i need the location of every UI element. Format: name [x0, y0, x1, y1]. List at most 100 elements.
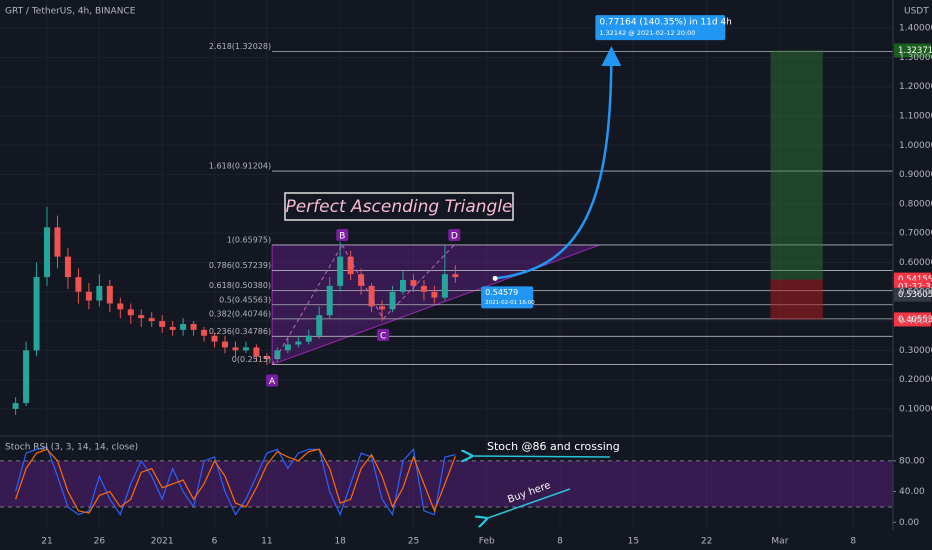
candle-body — [274, 350, 281, 360]
candle-body — [211, 335, 218, 342]
candle-body — [263, 356, 270, 360]
point-label: A — [269, 377, 276, 387]
x-tick-label: 15 — [628, 537, 639, 547]
fib-label: 2.618(1.32028) — [209, 42, 271, 51]
x-tick-label: 25 — [408, 537, 419, 547]
note-arrow — [485, 488, 571, 519]
candle-body — [452, 274, 459, 278]
candle-body — [33, 277, 40, 351]
rsi-line — [15, 448, 456, 514]
candle-body — [117, 303, 124, 310]
price-label: 0.53605 — [898, 290, 932, 300]
callout-value: 0.54579 — [485, 288, 518, 297]
x-tick-label: Mar — [771, 537, 788, 547]
candle-body — [54, 227, 61, 257]
x-tick-label: 6 — [212, 537, 218, 547]
candle-body — [410, 280, 417, 286]
candle-body — [389, 291, 396, 310]
fib-label: 1.618(0.91204) — [209, 162, 271, 171]
y-tick-label: 0.00 — [899, 518, 919, 528]
x-tick-label: 26 — [94, 537, 106, 547]
candle-body — [96, 285, 103, 301]
pattern-box — [284, 192, 514, 221]
price-label-box — [894, 287, 931, 302]
candle-body — [232, 347, 239, 351]
projection-start — [492, 275, 498, 281]
fib-label: 0.382(0.40746) — [209, 309, 271, 318]
fib-label: 0(0.2515) — [232, 355, 271, 364]
x-tick-label: 22 — [701, 537, 712, 547]
price-label: 0.54155 — [898, 275, 932, 285]
point-marker — [448, 228, 461, 241]
y-tick-label: 1.00000 — [899, 141, 932, 151]
currency: USDT — [904, 7, 929, 17]
candle-body — [44, 227, 51, 278]
point-label: D — [451, 231, 458, 241]
candle-body — [127, 309, 134, 316]
point-label: B — [339, 231, 345, 241]
fib-label: 0.618(0.50380) — [209, 281, 271, 290]
candle-body — [316, 315, 323, 336]
indicator-title: Stoch RSI (3, 3, 14, 14, close) — [5, 443, 138, 453]
x-tick-label: 18 — [334, 537, 346, 547]
chart-title: GRT / TetherUS, 4h, BINANCE — [5, 7, 136, 17]
point-label: C — [380, 331, 386, 341]
candle-body — [399, 280, 406, 292]
candle-body — [23, 350, 30, 404]
candle-body — [190, 323, 197, 330]
callout-date: 1.32142 @ 2021-02-12 20:00 — [599, 29, 695, 37]
price-label: 0.40553 — [898, 315, 932, 325]
callout-date: 2021-02-01 16:00 — [485, 300, 535, 306]
x-tick-label: 2021 — [151, 537, 174, 547]
fib-label: 0.236(0.34786) — [209, 327, 271, 336]
candle-body — [85, 291, 92, 301]
candle-body — [75, 277, 82, 292]
callout — [481, 286, 534, 309]
point-marker — [336, 228, 349, 241]
callout-value: 0.77164 (140.35%) in 11d 4h — [599, 18, 732, 28]
candle-body — [242, 347, 249, 351]
candle-body — [326, 285, 333, 316]
candle-body — [148, 318, 155, 322]
price-label: 1.32371 — [898, 46, 932, 56]
y-tick-label: 0.90000 — [899, 170, 932, 180]
y-tick-label: 40.00 — [899, 487, 925, 497]
y-tick-label: 80.00 — [899, 456, 925, 466]
candle-body — [347, 256, 354, 275]
candle-body — [253, 347, 260, 357]
rsi-band — [0, 460, 893, 507]
pattern-leg — [382, 244, 455, 320]
note: Stoch @86 and crossing — [487, 440, 620, 453]
fib-label: 0.786(0.57239) — [209, 261, 271, 270]
candle-body — [138, 315, 145, 319]
candle-body — [368, 285, 375, 307]
pattern-leg — [341, 244, 384, 320]
target-zone — [770, 50, 823, 280]
fib-label: 0.5(0.45563) — [219, 295, 271, 304]
pattern-leg — [271, 244, 343, 365]
candle-body — [12, 403, 19, 409]
point-marker — [266, 374, 279, 387]
candle-body — [222, 341, 229, 348]
fib-label: 1(0.65975) — [227, 235, 271, 244]
note-arrow — [470, 456, 611, 457]
candle-body — [180, 323, 187, 330]
x-tick-label: 11 — [261, 537, 272, 547]
point-marker — [377, 328, 390, 341]
candle-body — [420, 285, 427, 292]
callout — [595, 15, 726, 41]
candle-body — [201, 329, 208, 336]
x-tick-label: 21 — [41, 537, 52, 547]
candle-body — [441, 274, 448, 298]
candle-body — [106, 285, 113, 304]
x-tick-label: Feb — [479, 537, 495, 547]
candle-body — [358, 274, 365, 286]
stop-zone — [770, 279, 823, 320]
